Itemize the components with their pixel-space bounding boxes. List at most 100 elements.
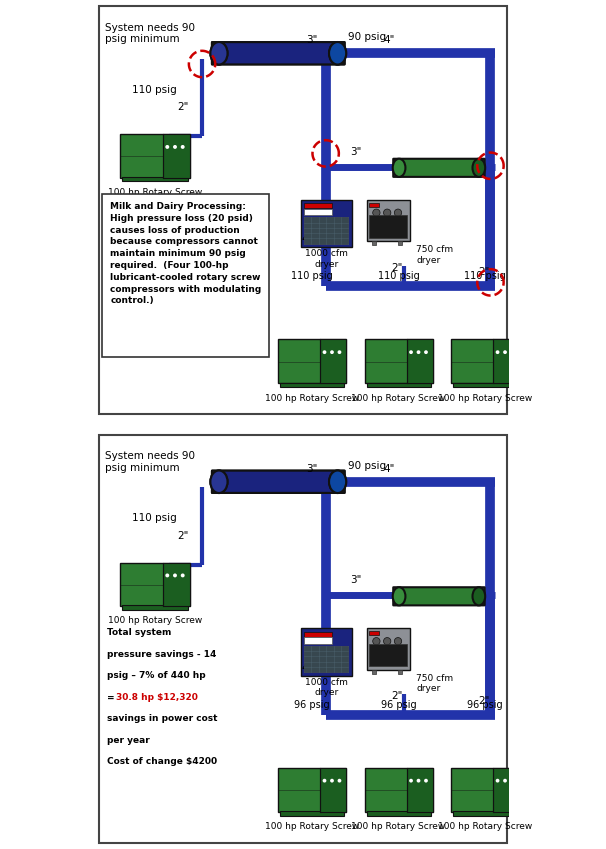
FancyBboxPatch shape <box>365 767 433 812</box>
Circle shape <box>416 779 421 783</box>
FancyBboxPatch shape <box>281 812 344 816</box>
FancyBboxPatch shape <box>451 767 519 812</box>
Text: 90 psig: 90 psig <box>348 461 387 470</box>
FancyBboxPatch shape <box>451 339 519 384</box>
Circle shape <box>496 779 499 783</box>
Ellipse shape <box>329 470 346 493</box>
FancyBboxPatch shape <box>301 200 353 247</box>
Ellipse shape <box>393 159 405 177</box>
Text: 100 hp Rotary Screw: 100 hp Rotary Screw <box>107 188 202 197</box>
Circle shape <box>384 638 391 645</box>
Circle shape <box>409 779 413 783</box>
Ellipse shape <box>210 42 227 65</box>
Circle shape <box>511 351 514 354</box>
Circle shape <box>511 779 514 783</box>
FancyBboxPatch shape <box>281 383 344 387</box>
Circle shape <box>395 209 402 216</box>
FancyBboxPatch shape <box>453 812 518 816</box>
Text: 100 hp Rotary Screw: 100 hp Rotary Screw <box>265 394 359 402</box>
Text: psig – 7% of 440 hp: psig – 7% of 440 hp <box>107 672 206 680</box>
Text: 3": 3" <box>306 36 318 46</box>
Circle shape <box>416 351 421 354</box>
Circle shape <box>322 351 327 354</box>
FancyBboxPatch shape <box>212 42 345 65</box>
Circle shape <box>173 145 177 149</box>
FancyBboxPatch shape <box>301 628 353 676</box>
Circle shape <box>165 573 169 577</box>
FancyBboxPatch shape <box>393 588 485 605</box>
Text: Cost of change $4200: Cost of change $4200 <box>107 757 218 766</box>
FancyBboxPatch shape <box>493 767 519 812</box>
Ellipse shape <box>329 42 346 65</box>
Text: 110 psig: 110 psig <box>132 514 177 523</box>
Circle shape <box>373 209 380 216</box>
Text: Milk and Dairy Processing:
High pressure loss (20 psid)
causes loss of productio: Milk and Dairy Processing: High pressure… <box>110 202 261 306</box>
Text: pressure savings - 14: pressure savings - 14 <box>107 649 217 659</box>
Text: 3": 3" <box>306 464 318 474</box>
FancyBboxPatch shape <box>304 632 332 637</box>
Text: 30.8 hp $12,320: 30.8 hp $12,320 <box>116 693 198 702</box>
FancyBboxPatch shape <box>278 339 346 384</box>
FancyBboxPatch shape <box>99 435 507 843</box>
FancyBboxPatch shape <box>321 767 346 812</box>
Circle shape <box>338 779 341 783</box>
FancyBboxPatch shape <box>398 670 402 674</box>
FancyBboxPatch shape <box>304 646 348 672</box>
Circle shape <box>496 351 499 354</box>
Circle shape <box>330 779 334 783</box>
Ellipse shape <box>329 470 346 493</box>
Text: 100 hp Rotary Screw: 100 hp Rotary Screw <box>438 394 532 402</box>
FancyBboxPatch shape <box>407 339 433 384</box>
Text: 2": 2" <box>178 102 188 112</box>
Circle shape <box>173 573 177 577</box>
FancyBboxPatch shape <box>163 134 190 177</box>
Text: savings in power cost: savings in power cost <box>107 714 218 723</box>
FancyBboxPatch shape <box>304 638 332 644</box>
Text: 1000 cfm
dryer: 1000 cfm dryer <box>305 250 348 269</box>
Text: 110 psig: 110 psig <box>378 271 419 281</box>
Text: Total system: Total system <box>107 628 171 638</box>
Circle shape <box>395 638 402 645</box>
FancyBboxPatch shape <box>119 134 190 177</box>
FancyBboxPatch shape <box>212 42 345 65</box>
Circle shape <box>503 351 507 354</box>
Text: 2": 2" <box>391 691 403 701</box>
FancyBboxPatch shape <box>372 670 376 674</box>
FancyBboxPatch shape <box>163 563 190 606</box>
FancyBboxPatch shape <box>122 177 188 182</box>
Circle shape <box>424 351 428 354</box>
FancyBboxPatch shape <box>367 812 431 816</box>
FancyBboxPatch shape <box>304 209 332 215</box>
FancyBboxPatch shape <box>212 470 345 493</box>
Text: 110 psig: 110 psig <box>291 271 333 281</box>
Ellipse shape <box>210 470 227 493</box>
Text: 100 hp Rotary Screw: 100 hp Rotary Screw <box>265 822 359 831</box>
Text: =: = <box>107 693 118 702</box>
Text: 4": 4" <box>384 464 395 474</box>
Circle shape <box>330 351 334 354</box>
FancyBboxPatch shape <box>370 632 379 635</box>
Text: 1000 cfm
dryer: 1000 cfm dryer <box>305 678 348 697</box>
FancyBboxPatch shape <box>370 203 379 207</box>
FancyBboxPatch shape <box>304 217 348 244</box>
FancyBboxPatch shape <box>367 200 410 241</box>
Text: per year: per year <box>107 735 150 745</box>
Text: 750 cfm
dryer: 750 cfm dryer <box>416 674 453 693</box>
Text: 2": 2" <box>478 695 490 706</box>
FancyBboxPatch shape <box>370 215 407 238</box>
Circle shape <box>181 145 185 149</box>
FancyBboxPatch shape <box>393 159 485 177</box>
FancyBboxPatch shape <box>321 339 346 384</box>
Circle shape <box>181 573 185 577</box>
Text: System needs 90
psig minimum: System needs 90 psig minimum <box>105 452 195 473</box>
Text: 96 psig: 96 psig <box>467 700 503 710</box>
Text: 750 cfm
dryer: 750 cfm dryer <box>416 245 453 265</box>
FancyBboxPatch shape <box>407 767 433 812</box>
Text: 3": 3" <box>350 147 362 157</box>
FancyBboxPatch shape <box>398 241 402 245</box>
Ellipse shape <box>473 159 485 177</box>
FancyBboxPatch shape <box>365 339 433 384</box>
FancyBboxPatch shape <box>367 628 410 670</box>
FancyBboxPatch shape <box>453 383 518 387</box>
Circle shape <box>322 779 327 783</box>
